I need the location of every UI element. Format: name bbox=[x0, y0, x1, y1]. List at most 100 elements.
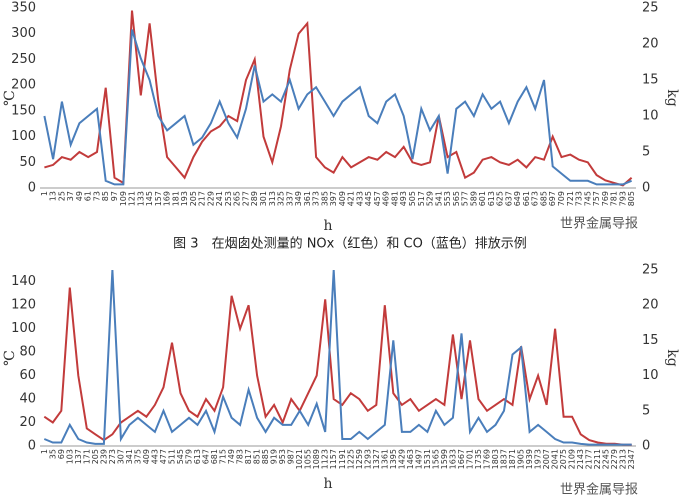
x-tick-label: 1905 bbox=[517, 449, 526, 469]
x-tick-label: 1123 bbox=[321, 449, 330, 469]
line-series bbox=[43, 287, 632, 446]
x-tick-label: 613 bbox=[193, 449, 202, 464]
caption: 图 3 在烟囱处测量的 NOx（红色）和 CO（蓝色）排放示例 bbox=[173, 236, 527, 252]
x-tick-label: 649 bbox=[513, 191, 522, 206]
y2-axis-label: kg bbox=[664, 89, 680, 106]
x-tick-label: 661 bbox=[522, 191, 531, 206]
x-tick-label: 2347 bbox=[627, 449, 636, 469]
x-tick-label: 541 bbox=[434, 191, 443, 206]
x-tick-label: 529 bbox=[426, 191, 435, 206]
x-axis-label: h bbox=[323, 476, 332, 492]
x-tick-label: 145 bbox=[145, 191, 154, 206]
x-tick-label: 553 bbox=[443, 191, 452, 206]
x-tick-label: 1973 bbox=[534, 449, 543, 469]
y2-axis-label: kg bbox=[664, 349, 680, 366]
x-tick-label: 349 bbox=[294, 191, 303, 206]
x-tick-label: 647 bbox=[202, 449, 211, 464]
x-tick-label: 181 bbox=[171, 191, 180, 206]
x-tick-label: 1463 bbox=[406, 449, 415, 469]
x-tick-label: 565 bbox=[452, 191, 461, 206]
y2-tick-label: 15 bbox=[642, 333, 659, 348]
x-tick-label: 1225 bbox=[346, 449, 355, 469]
x-tick-label: 433 bbox=[355, 191, 364, 206]
x-tick-label: 1497 bbox=[414, 449, 423, 469]
x-tick-label: 1735 bbox=[474, 449, 483, 469]
x-tick-label: 637 bbox=[504, 191, 513, 206]
y-tick-label: 50 bbox=[19, 155, 36, 170]
x-tick-label: 1293 bbox=[363, 449, 372, 469]
x-tick-label: 109 bbox=[119, 191, 128, 206]
x-tick-label: 1191 bbox=[338, 449, 347, 469]
x-tick-label: 577 bbox=[461, 191, 470, 206]
x-axis-label: h bbox=[323, 218, 332, 234]
x-tick-label: 103 bbox=[65, 449, 74, 464]
x-tick-label: 171 bbox=[82, 449, 91, 464]
x-tick-label: 25 bbox=[57, 191, 66, 201]
y2-tick-label: 20 bbox=[642, 298, 659, 313]
x-tick-label: 1327 bbox=[372, 449, 381, 469]
x-tick-label: 1055 bbox=[304, 449, 313, 469]
x-tick-label: 1 bbox=[40, 449, 49, 454]
y-axis-label: ℃ bbox=[2, 90, 18, 106]
x-tick-label: 493 bbox=[399, 191, 408, 206]
x-tick-label: 2279 bbox=[610, 449, 619, 469]
x-tick-label: 517 bbox=[417, 191, 426, 206]
x-tick-label: 121 bbox=[128, 191, 137, 206]
x-tick-label: 1531 bbox=[423, 449, 432, 469]
y-tick-label: 40 bbox=[19, 392, 36, 407]
x-tick-label: 1599 bbox=[440, 449, 449, 469]
watermark: 世界金属导报 bbox=[560, 216, 638, 232]
x-tick-label: 511 bbox=[167, 449, 176, 464]
y-tick-label: 200 bbox=[11, 78, 36, 93]
y-tick-label: 60 bbox=[19, 368, 36, 383]
x-tick-label: 241 bbox=[215, 191, 224, 206]
x-tick-label: 2075 bbox=[559, 449, 568, 469]
x-tick-label: 1871 bbox=[508, 449, 517, 469]
x-tick-label: 137 bbox=[74, 449, 83, 464]
x-tick-label: 325 bbox=[277, 191, 286, 206]
x-tick-label: 253 bbox=[224, 191, 233, 206]
x-tick-label: 205 bbox=[189, 191, 198, 206]
x-tick-label: 35 bbox=[48, 449, 57, 459]
x-tick-label: 1701 bbox=[465, 449, 474, 469]
x-tick-label: 715 bbox=[219, 449, 228, 464]
y2-tick-label: 0 bbox=[642, 439, 650, 454]
x-tick-label: 277 bbox=[241, 191, 250, 206]
x-tick-label: 421 bbox=[347, 191, 356, 206]
x-tick-label: 721 bbox=[566, 191, 575, 206]
x-tick-label: 1633 bbox=[448, 449, 457, 469]
x-tick-label: 457 bbox=[373, 191, 382, 206]
x-tick-label: 49 bbox=[75, 191, 84, 201]
x-tick-label: 273 bbox=[108, 449, 117, 464]
x-tick-label: 681 bbox=[210, 449, 219, 464]
x-tick-label: 805 bbox=[627, 191, 636, 206]
x-tick-label: 1395 bbox=[389, 449, 398, 469]
x-tick-label: 545 bbox=[176, 449, 185, 464]
y-tick-label: 0 bbox=[28, 439, 36, 454]
x-tick-label: 953 bbox=[278, 449, 287, 464]
x-tick-label: 817 bbox=[244, 449, 253, 464]
x-tick-label: 2143 bbox=[576, 449, 585, 469]
x-tick-label: 919 bbox=[270, 449, 279, 464]
x-tick-label: 733 bbox=[575, 191, 584, 206]
x-tick-label: 589 bbox=[469, 191, 478, 206]
y-tick-label: 350 bbox=[11, 1, 36, 16]
y2-tick-label: 15 bbox=[642, 73, 659, 88]
x-tick-label: 217 bbox=[198, 191, 207, 206]
x-tick-label: 445 bbox=[364, 191, 373, 206]
x-tick-label: 229 bbox=[206, 191, 215, 206]
x-tick-label: 97 bbox=[110, 191, 119, 201]
x-tick-label: 1021 bbox=[295, 449, 304, 469]
y2-tick-label: 5 bbox=[642, 145, 650, 160]
y-tick-label: 80 bbox=[19, 345, 36, 360]
x-tick-label: 443 bbox=[150, 449, 159, 464]
x-tick-label: 375 bbox=[133, 449, 142, 464]
x-tick-label: 1667 bbox=[457, 449, 466, 469]
x-tick-label: 193 bbox=[180, 191, 189, 206]
y-tick-label: 140 bbox=[11, 274, 36, 289]
x-tick-label: 2109 bbox=[568, 449, 577, 469]
x-tick-label: 749 bbox=[227, 449, 236, 464]
x-tick-label: 157 bbox=[154, 191, 163, 206]
x-tick-label: 745 bbox=[583, 191, 592, 206]
